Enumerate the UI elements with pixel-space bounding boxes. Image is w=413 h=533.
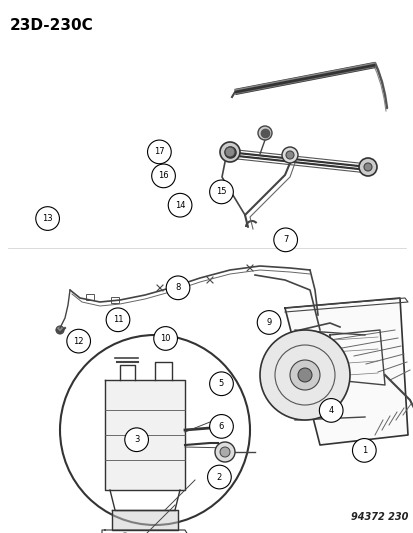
Text: 11: 11 bbox=[112, 316, 123, 324]
Circle shape bbox=[207, 465, 231, 489]
Text: 5: 5 bbox=[218, 379, 223, 388]
Text: 1: 1 bbox=[361, 446, 366, 455]
Circle shape bbox=[147, 140, 171, 164]
Circle shape bbox=[273, 228, 297, 252]
Circle shape bbox=[214, 442, 235, 462]
Circle shape bbox=[209, 415, 233, 438]
Circle shape bbox=[56, 326, 64, 334]
Text: 10: 10 bbox=[160, 334, 171, 343]
Text: 4: 4 bbox=[328, 406, 333, 415]
Circle shape bbox=[166, 276, 190, 300]
Circle shape bbox=[60, 335, 249, 525]
Circle shape bbox=[289, 360, 319, 390]
Circle shape bbox=[209, 180, 233, 204]
Text: 12: 12 bbox=[73, 337, 84, 345]
Text: 3: 3 bbox=[134, 435, 139, 444]
Circle shape bbox=[168, 193, 192, 217]
Text: 14: 14 bbox=[174, 201, 185, 209]
Text: 16: 16 bbox=[158, 172, 169, 180]
Circle shape bbox=[209, 372, 233, 395]
Text: 17: 17 bbox=[154, 148, 164, 156]
Text: 23D-230C: 23D-230C bbox=[10, 18, 93, 33]
Circle shape bbox=[106, 308, 130, 332]
Circle shape bbox=[153, 327, 177, 350]
Circle shape bbox=[351, 439, 375, 462]
Text: 6: 6 bbox=[218, 422, 223, 431]
Bar bbox=[111, 297, 119, 303]
Text: 9: 9 bbox=[266, 318, 271, 327]
Circle shape bbox=[224, 147, 235, 157]
Circle shape bbox=[256, 311, 280, 334]
Bar bbox=[86, 294, 94, 300]
Circle shape bbox=[257, 126, 271, 140]
Circle shape bbox=[285, 151, 293, 159]
Circle shape bbox=[259, 330, 349, 420]
Circle shape bbox=[219, 142, 240, 162]
Text: 7: 7 bbox=[282, 236, 287, 244]
Circle shape bbox=[363, 163, 371, 171]
Polygon shape bbox=[112, 510, 178, 530]
Circle shape bbox=[124, 428, 148, 451]
Text: 8: 8 bbox=[175, 284, 180, 292]
Circle shape bbox=[219, 447, 230, 457]
Circle shape bbox=[297, 368, 311, 382]
Polygon shape bbox=[105, 380, 185, 490]
Text: 94372 230: 94372 230 bbox=[350, 512, 407, 522]
Circle shape bbox=[318, 399, 342, 422]
Text: 15: 15 bbox=[216, 188, 226, 196]
Polygon shape bbox=[284, 298, 407, 445]
Circle shape bbox=[151, 164, 175, 188]
Circle shape bbox=[66, 329, 90, 353]
Circle shape bbox=[358, 158, 376, 176]
Text: 2: 2 bbox=[216, 473, 221, 481]
Circle shape bbox=[36, 207, 59, 230]
Text: 13: 13 bbox=[42, 214, 53, 223]
Circle shape bbox=[281, 147, 297, 163]
